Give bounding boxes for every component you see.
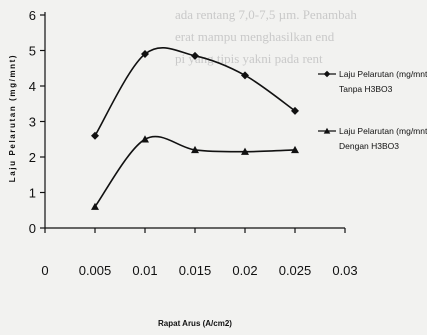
series-markers <box>91 50 299 210</box>
x-axis-title: Rapat Arus (A/cm2) <box>158 319 232 328</box>
background-text-line: ada rentang 7,0-7,5 µm. Penambah <box>175 7 357 22</box>
y-axis-title: Laju Pelarutan (mg/mnt) <box>8 54 17 182</box>
y-axis-ticks: 0 1 2 3 4 5 6 <box>29 8 45 236</box>
chart-legend: Laju Pelarutan (mg/mnt) Tanpa H3BO3 Laju P… <box>318 69 427 151</box>
legend-label: Tanpa H3BO3 <box>339 84 393 94</box>
data-point-series-2 <box>191 145 199 154</box>
data-point-series-1 <box>141 50 149 59</box>
data-point-series-1 <box>91 131 99 140</box>
x-tick-label: 0.01 <box>132 263 157 278</box>
background-document-text: ada rentang 7,0-7,5 µm. Penambah erat ma… <box>175 4 357 70</box>
x-tick-label: 0.03 <box>332 263 357 278</box>
y-tick-label: 6 <box>29 8 36 23</box>
data-point-series-1 <box>291 106 299 115</box>
y-tick-label: 0 <box>29 221 36 236</box>
legend-label: Laju Pelarutan (mg/mnt) <box>339 69 427 79</box>
legend-label: Dengan H3BO3 <box>339 141 399 151</box>
data-point-series-2 <box>241 147 249 155</box>
y-tick-label: 1 <box>29 186 36 201</box>
x-tick-label: 0 <box>41 263 48 278</box>
y-tick-label: 5 <box>29 44 36 59</box>
x-axis-ticks: 0 0.005 0.01 0.015 0.02 0.025 0.03 <box>41 228 358 278</box>
data-point-series-2 <box>141 135 149 143</box>
series-line-1 <box>94 47 296 137</box>
legend-marker <box>323 127 331 134</box>
data-point-series-1 <box>241 71 249 80</box>
x-tick-label: 0.02 <box>232 263 257 278</box>
y-tick-label: 2 <box>29 150 36 165</box>
x-tick-label: 0.015 <box>179 263 212 278</box>
data-point-series-2 <box>291 145 299 154</box>
legend-label: Laju Pelarutan (mg/mnt) <box>339 126 427 136</box>
data-point-series-2 <box>91 202 99 210</box>
background-text-line: erat mampu menghasilkan end <box>175 29 335 44</box>
legend-marker <box>323 70 331 78</box>
y-tick-label: 4 <box>29 79 36 94</box>
series-lines <box>94 47 296 208</box>
chart-axes <box>44 12 345 229</box>
x-tick-label: 0.005 <box>79 263 112 278</box>
background-text-line: pi yang tipis yakni pada rent <box>175 51 323 66</box>
x-tick-label: 0.025 <box>279 263 312 278</box>
data-point-series-1 <box>191 51 199 60</box>
y-tick-label: 3 <box>29 115 36 130</box>
